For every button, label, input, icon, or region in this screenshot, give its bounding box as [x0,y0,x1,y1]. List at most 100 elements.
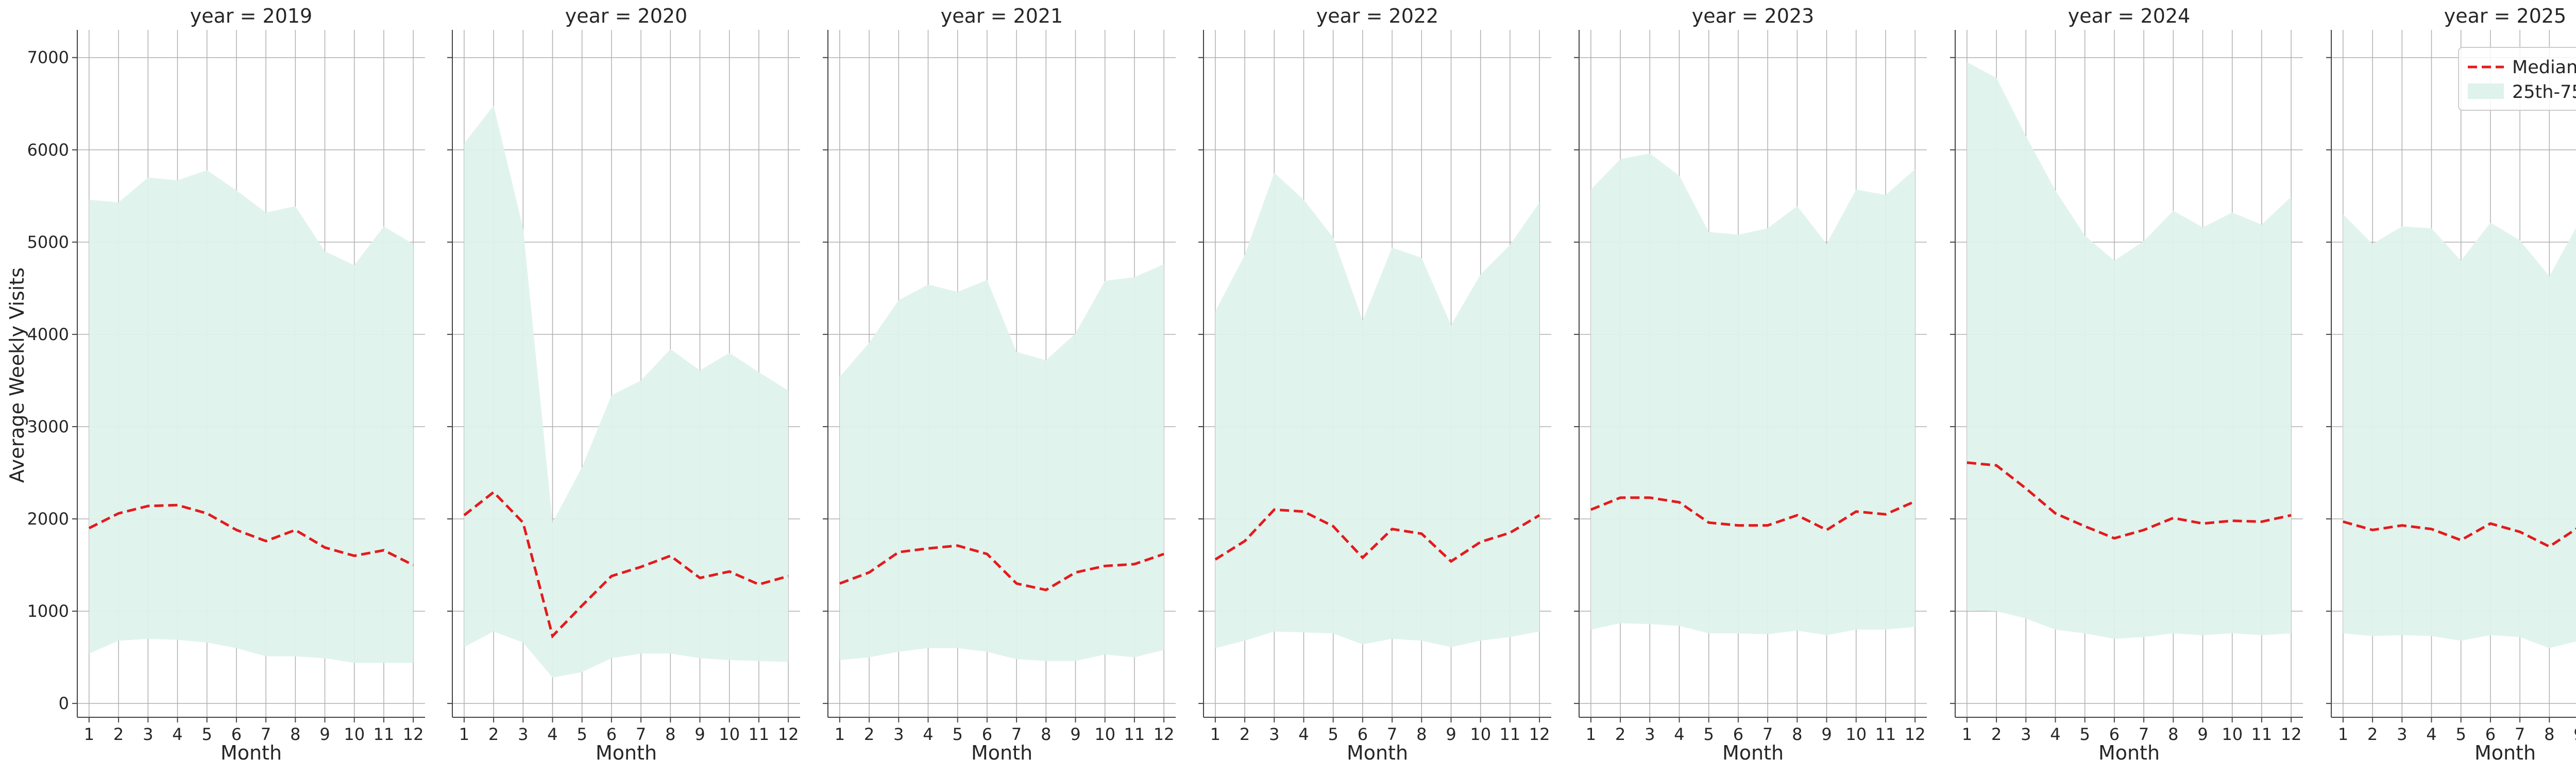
x-tick-label: 7 [1387,725,1397,744]
x-tick-label: 7 [2515,725,2525,744]
x-tick-label: 2 [488,725,499,744]
x-tick-label: 6 [231,725,242,744]
x-tick-label: 6 [982,725,992,744]
y-tick-label: 4000 [27,325,69,344]
median-line [1590,496,1916,532]
y-tick-label: 7000 [27,48,69,68]
x-tick-label: 5 [2080,725,2090,744]
x-tick-label: 8 [290,725,300,744]
x-tick-label: 8 [2168,725,2178,744]
x-tick-label: 1 [1962,725,1972,744]
x-tick-label: 5 [953,725,963,744]
x-tick-label: 10 [1845,725,1867,744]
x-tick-label: 8 [1416,725,1427,744]
x-tick-label: 1 [84,725,94,744]
panel-title: year = 2020 [565,5,687,27]
x-tick-label: 7 [2139,725,2149,744]
legend-band-label: 25th-75th Percentile [2512,82,2576,103]
x-tick-label: 11 [1124,725,1145,744]
panel-title: year = 2025 [2444,5,2566,27]
x-axis-title: Month [971,742,1032,764]
x-tick-label: 9 [319,725,330,744]
x-tick-label: 1 [1210,725,1221,744]
percentile-band [89,170,414,663]
panels-layer: 1 2 3 4 5 6 7 8 9 10 11 12Month01000200030004000500… [27,5,2576,764]
x-axis-title: Month [1347,742,1408,764]
x-tick-label: 12 [1154,725,1175,744]
median-line [463,490,789,639]
percentile-band [839,264,1164,661]
x-tick-label: 2 [2367,725,2378,744]
y-tick-label: 5000 [27,232,69,252]
x-tick-label: 3 [893,725,904,744]
x-axis-title: Month [2098,742,2160,764]
x-tick-label: 4 [923,725,933,744]
x-tick-label: 10 [1094,725,1115,744]
y-axis-title: Average Weekly Visits [6,267,28,483]
median-line [88,503,414,566]
x-tick-label: 1 [2338,725,2348,744]
x-axis-title: Month [2475,742,2536,764]
x-tick-label: 3 [518,725,528,744]
x-tick-label: 6 [2485,725,2496,744]
x-axis-title: Month [1722,742,1784,764]
x-tick-label: 11 [1875,725,1896,744]
x-tick-label: 9 [1821,725,1832,744]
x-tick-label: 7 [636,725,646,744]
x-tick-label: 7 [1011,725,1022,744]
x-tick-label: 4 [547,725,557,744]
x-tick-label: 12 [1905,725,1926,744]
x-axis-title: Month [221,742,282,764]
x-tick-label: 2 [113,725,124,744]
panel-title: year = 2021 [941,5,1063,27]
x-tick-label: 4 [2050,725,2060,744]
x-tick-label: 8 [1041,725,1051,744]
x-tick-label: 4 [1298,725,1309,744]
median-line [1214,508,1540,563]
x-tick-label: 11 [1500,725,1521,744]
x-tick-label: 3 [1645,725,1655,744]
y-tick-label: 6000 [27,140,69,160]
percentile-band [1590,153,1916,635]
x-tick-label: 1 [1586,725,1596,744]
x-tick-label: 6 [2109,725,2120,744]
x-tick-label: 12 [2281,725,2302,744]
x-tick-label: 10 [2222,725,2243,744]
x-tick-label: 10 [719,725,740,744]
x-tick-label: 3 [2021,725,2031,744]
x-tick-label: 2 [1991,725,2002,744]
x-tick-label: 11 [749,725,770,744]
x-tick-label: 10 [1470,725,1491,744]
x-tick-label: 5 [2456,725,2466,744]
x-tick-label: 5 [1328,725,1338,744]
x-tick-label: 7 [1762,725,1773,744]
x-tick-label: 12 [1529,725,1550,744]
percentile-band [464,105,789,678]
median-line [1967,461,2292,540]
x-tick-label: 6 [606,725,617,744]
panel-title: year = 2022 [1316,5,1438,27]
x-tick-label: 8 [665,725,675,744]
percentile-band [1215,173,1540,648]
x-tick-label: 12 [403,725,424,744]
x-tick-label: 11 [374,725,395,744]
x-tick-label: 9 [2573,725,2576,744]
x-tick-label: 5 [202,725,212,744]
x-tick-label: 2 [1615,725,1625,744]
x-tick-label: 2 [1240,725,1250,744]
x-tick-label: 9 [2197,725,2208,744]
y-tick-label: 1000 [27,601,69,621]
panel-title: year = 2023 [1692,5,1814,27]
median-line [2343,520,2576,548]
x-tick-label: 3 [2397,725,2407,744]
legend-median-label: Median [2512,57,2576,78]
x-tick-label: 2 [864,725,874,744]
x-tick-label: 10 [344,725,365,744]
